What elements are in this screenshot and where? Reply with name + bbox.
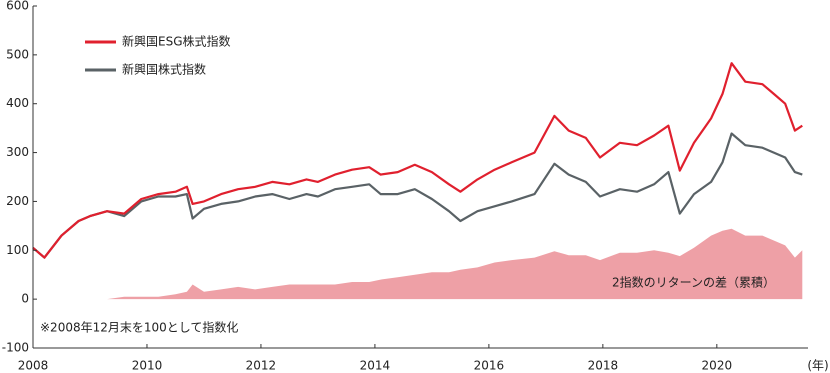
x-tick-label: 2012 — [246, 359, 277, 373]
area-label: 2指数のリターンの差（累積） — [612, 275, 775, 290]
y-tick-label: 400 — [6, 96, 29, 110]
y-tick-label: 100 — [6, 243, 29, 257]
y-tick-label: 500 — [6, 47, 29, 61]
y-tick-label: 600 — [6, 0, 29, 13]
x-tick-label: 2018 — [588, 359, 619, 373]
x-tick-label: 2016 — [474, 359, 505, 373]
x-tick-label: 2008 — [18, 359, 49, 373]
legend-label: 新興国ESG株式指数 — [122, 34, 231, 49]
area — [33, 228, 803, 300]
y-tick-label: 300 — [6, 145, 29, 159]
legend-label: 新興国株式指数 — [122, 62, 206, 77]
y-tick-label: -100 — [2, 341, 29, 355]
note: ※2008年12月末を100として指数化 — [40, 320, 238, 335]
x-tick-label: 2014 — [360, 359, 391, 373]
x-tick-label: 2010 — [132, 359, 163, 373]
x-tick-label: 2020 — [702, 359, 733, 373]
y-tick-label: 200 — [6, 194, 29, 208]
x-unit-label: (年) — [807, 359, 828, 373]
line — [32, 62, 803, 259]
y-tick-label: 0 — [21, 292, 29, 306]
line — [32, 132, 803, 259]
